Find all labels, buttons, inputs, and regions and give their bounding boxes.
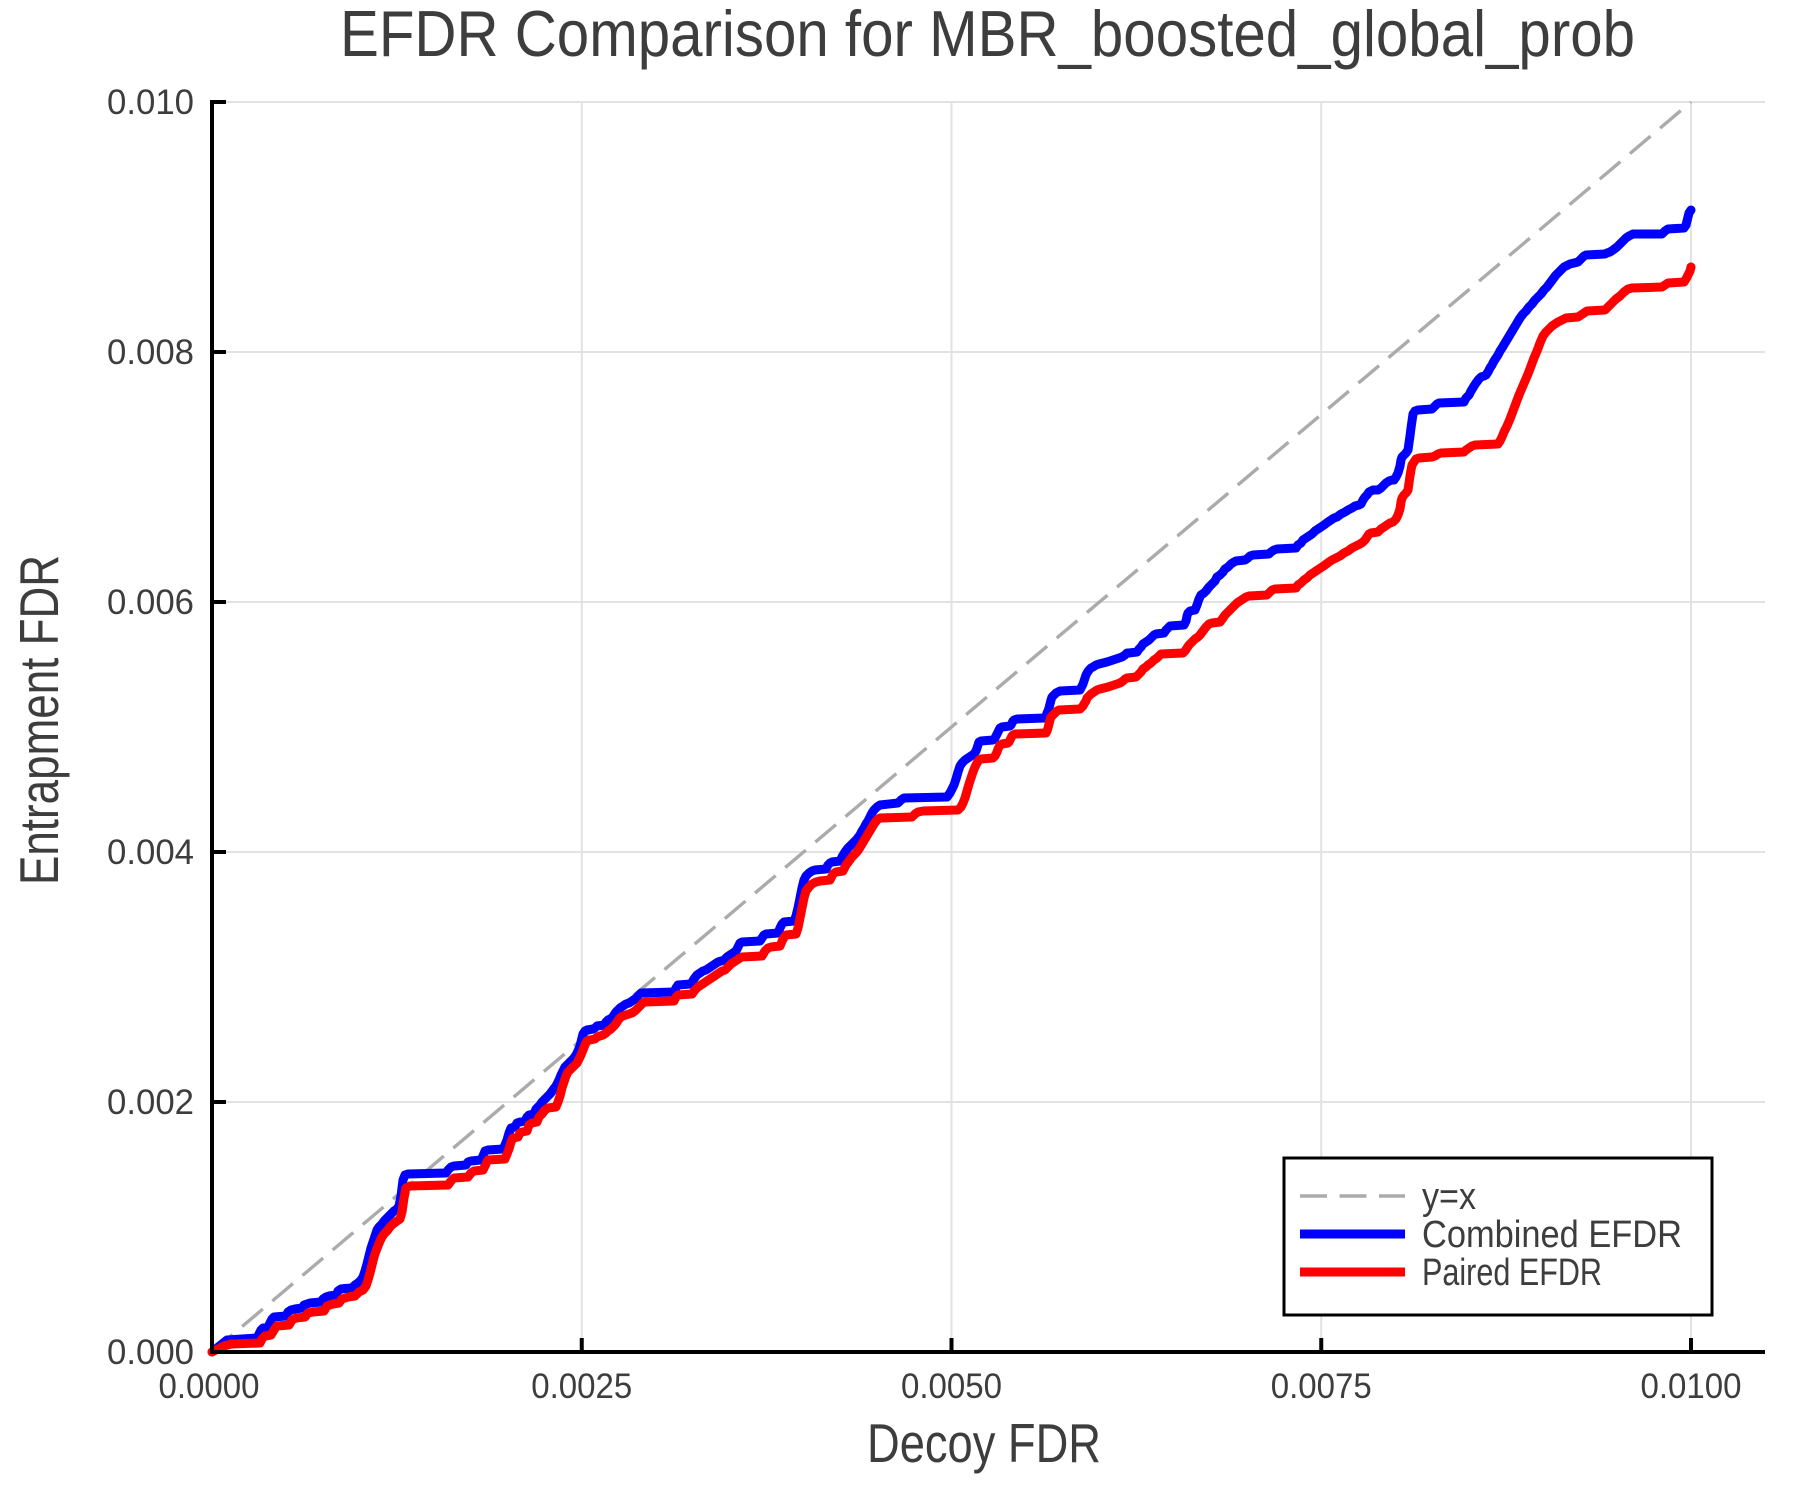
- svg-text:0.0050: 0.0050: [901, 1367, 1002, 1406]
- svg-text:0.004: 0.004: [107, 833, 194, 872]
- svg-text:0.000: 0.000: [107, 1333, 194, 1372]
- svg-text:0.0075: 0.0075: [1271, 1367, 1372, 1406]
- svg-text:0.010: 0.010: [107, 83, 194, 122]
- svg-text:0.008: 0.008: [107, 333, 194, 372]
- svg-text:0.0100: 0.0100: [1641, 1367, 1742, 1406]
- svg-text:Entrapment FDR: Entrapment FDR: [8, 555, 70, 885]
- svg-text:EFDR Comparison for MBR_booste: EFDR Comparison for MBR_boosted_global_p…: [340, 0, 1635, 70]
- svg-text:0.0000: 0.0000: [159, 1367, 260, 1406]
- svg-text:Paired EFDR: Paired EFDR: [1422, 1252, 1602, 1294]
- svg-text:0.006: 0.006: [107, 583, 194, 622]
- svg-text:y=x: y=x: [1422, 1176, 1476, 1218]
- svg-text:0.0025: 0.0025: [531, 1367, 632, 1406]
- svg-text:Combined EFDR: Combined EFDR: [1422, 1214, 1682, 1256]
- svg-text:0.002: 0.002: [107, 1083, 194, 1122]
- svg-text:Decoy FDR: Decoy FDR: [867, 1412, 1101, 1474]
